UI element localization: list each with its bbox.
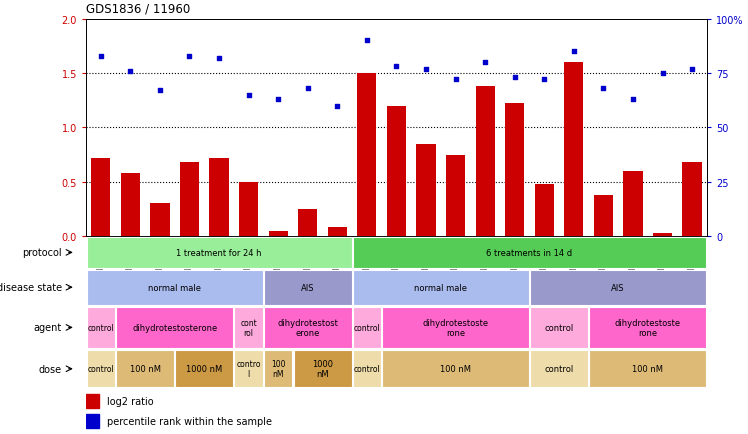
Bar [264,270,352,305]
Bar [264,307,352,348]
Point [479,59,491,66]
Bar [530,270,706,305]
Point [301,85,313,92]
Bar [234,351,263,387]
Bar [353,270,529,305]
Bar [564,63,583,237]
Bar [209,158,229,237]
Bar [91,158,111,237]
Text: log2 ratio: log2 ratio [106,397,153,407]
Text: protocol: protocol [22,248,61,258]
Bar [382,307,529,348]
Point [686,66,698,73]
Text: agent: agent [34,323,61,332]
Bar [653,233,672,237]
Text: normal male: normal male [148,283,201,292]
Point [420,66,432,73]
Bar [589,351,706,387]
Point [95,53,107,60]
Point [390,64,402,71]
Bar [234,307,263,348]
Bar [86,414,99,428]
Bar [116,307,233,348]
Bar [86,395,99,408]
Bar [269,231,288,237]
Bar [87,351,115,387]
Bar [353,237,706,268]
Text: AIS: AIS [301,283,314,292]
Text: control: control [545,365,574,373]
Bar [293,351,352,387]
Text: dose: dose [39,364,61,374]
Point [598,85,610,92]
Text: contro
l: contro l [236,359,261,378]
Point [242,92,254,99]
Point [272,96,284,103]
Bar [382,351,529,387]
Text: cont
rol: cont rol [240,318,257,337]
Text: 1000
nM: 1000 nM [312,359,333,378]
Text: dihydrotestoste
rone: dihydrotestoste rone [615,318,681,337]
Bar [682,163,702,237]
Bar [239,182,258,237]
Text: control: control [354,365,380,373]
Point [331,103,343,110]
Point [568,49,580,56]
Bar [594,195,613,237]
Bar [353,307,381,348]
Text: 1000 nM: 1000 nM [186,365,222,373]
Point [361,38,373,45]
Bar [530,307,588,348]
Bar [298,209,317,237]
Bar [535,184,554,237]
Point [154,88,166,95]
Bar [87,270,263,305]
Point [657,70,669,77]
Point [509,75,521,82]
Text: 100 nM: 100 nM [632,365,663,373]
Bar [476,87,494,237]
Text: GDS1836 / 11960: GDS1836 / 11960 [86,2,190,15]
Bar [446,155,465,237]
Bar [150,204,170,237]
Bar [120,174,140,237]
Bar [530,351,588,387]
Text: control: control [354,323,380,332]
Text: 100 nM: 100 nM [440,365,471,373]
Text: control: control [88,365,114,373]
Text: control: control [88,323,114,332]
Text: 100 nM: 100 nM [129,365,161,373]
Bar [264,351,292,387]
Text: dihydrotestosterone: dihydrotestosterone [132,323,218,332]
Bar [87,307,115,348]
Text: 1 treatment for 24 h: 1 treatment for 24 h [177,248,262,257]
Point [539,77,551,84]
Text: disease state: disease state [0,283,61,293]
Bar [328,228,347,237]
Bar [175,351,233,387]
Text: dihydrotestoste
rone: dihydrotestoste rone [423,318,488,337]
Text: 6 treatments in 14 d: 6 treatments in 14 d [486,248,572,257]
Bar [353,351,381,387]
Bar [180,163,199,237]
Point [183,53,195,60]
Bar [417,144,435,237]
Bar [387,106,406,237]
Point [450,77,462,84]
Bar [505,104,524,237]
Bar [589,307,706,348]
Text: normal male: normal male [414,283,468,292]
Bar [87,237,352,268]
Point [213,55,225,62]
Bar [623,171,643,237]
Point [627,96,639,103]
Text: dihydrotestost
erone: dihydrotestost erone [278,318,338,337]
Text: percentile rank within the sample: percentile rank within the sample [106,416,272,426]
Text: AIS: AIS [611,283,625,292]
Bar [116,351,174,387]
Text: 100
nM: 100 nM [271,359,286,378]
Text: control: control [545,323,574,332]
Bar [358,74,376,237]
Point [124,68,136,75]
